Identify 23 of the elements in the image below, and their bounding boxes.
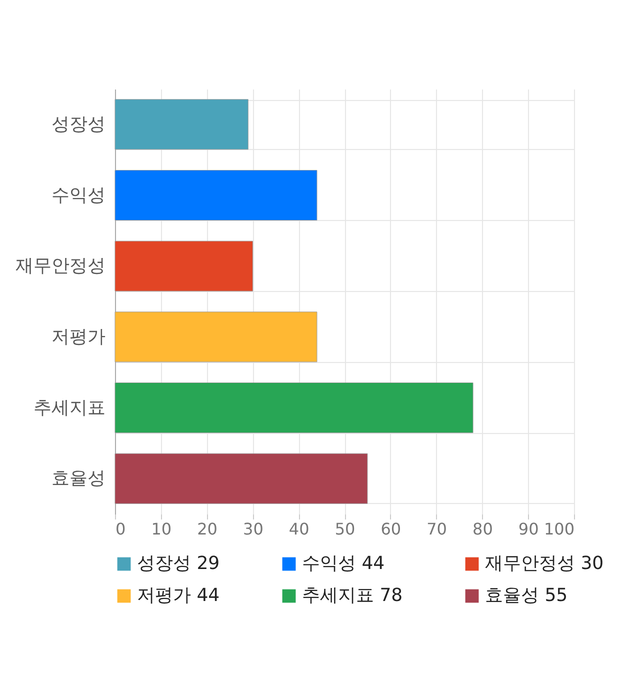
x-tick-label: 10 xyxy=(151,520,172,538)
x-tick-label: 90 xyxy=(518,520,539,538)
y-tick-label: 수익성 xyxy=(52,184,106,206)
x-tick-label: 0 xyxy=(116,520,126,538)
x-tick-label: 100 xyxy=(544,520,574,538)
y-tick-label: 저평가 xyxy=(52,326,106,348)
y-tick-label: 재무안정성 xyxy=(16,256,106,277)
legend-label: 효율성 55 xyxy=(485,585,568,606)
x-tick-label: 70 xyxy=(426,520,447,538)
x-tick-label: 60 xyxy=(380,520,402,538)
x-tick-label: 40 xyxy=(288,520,310,538)
x-tick-label: 50 xyxy=(334,520,356,538)
legend-label: 수익성 44 xyxy=(302,553,385,574)
x-tick-label: 80 xyxy=(472,520,493,538)
y-tick-label: 성장성 xyxy=(52,114,106,135)
x-tick-label: 30 xyxy=(243,520,264,538)
legend-label: 추세지표 78 xyxy=(302,585,403,606)
y-tick-label: 추세지표 xyxy=(34,397,106,418)
legend-label: 저평가 44 xyxy=(137,585,220,606)
legend-label: 성장성 29 xyxy=(137,553,220,574)
y-tick-label: 효율성 xyxy=(52,468,106,490)
legend-label: 재무안정성 30 xyxy=(485,553,604,574)
x-tick-label: 20 xyxy=(197,520,218,538)
